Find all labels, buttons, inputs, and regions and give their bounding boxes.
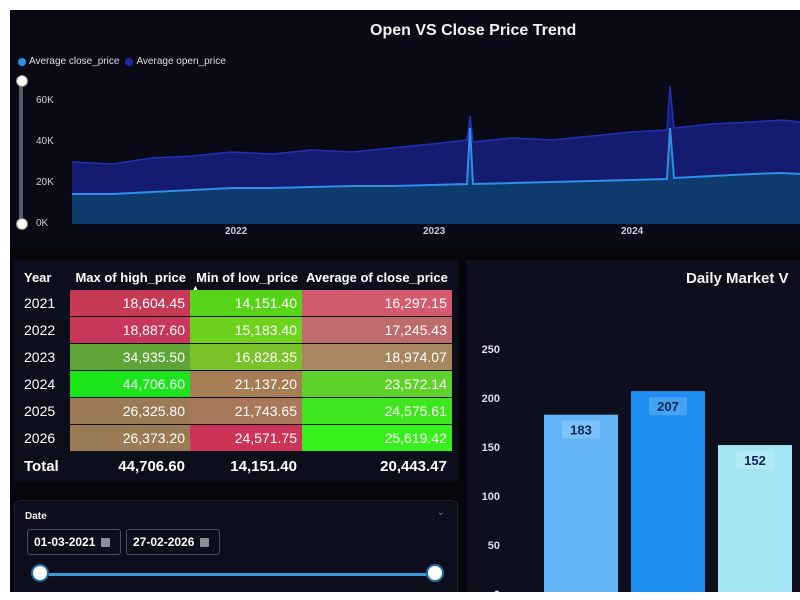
avg-close-cell: 17,245.43 (302, 316, 452, 344)
min-low-cell: 24,571.75 (190, 424, 302, 452)
max-high-cell: 26,325.80 (70, 397, 190, 425)
start-date-input[interactable]: 01-03-2021 (27, 529, 121, 555)
y-tick-label: 0K (36, 218, 49, 229)
avg-close-cell: 25,619.42 (302, 424, 452, 452)
daily-market-volume-chart: Daily Market V 0501001502002501832021207… (466, 260, 800, 592)
close-price-area (72, 128, 800, 224)
legend-label: Average close_price (29, 56, 120, 67)
avg-close-cell: 18,974.07 (302, 343, 452, 371)
legend-dot-icon (18, 57, 26, 66)
y-tick-label: 250 (482, 344, 500, 356)
data-label: 183 (570, 423, 592, 438)
end-date-value: 27-02-2026 (133, 535, 195, 549)
y-tick-label: 40K (36, 136, 54, 147)
max-high-cell: 34,935.50 (70, 343, 190, 371)
calendar-icon[interactable] (101, 537, 111, 547)
data-label-background (736, 451, 774, 470)
start-date-value: 01-03-2021 (34, 535, 96, 549)
legend-item-close[interactable]: Average close_price (18, 56, 119, 67)
y-tick-label: 20K (36, 177, 54, 188)
total-max-high: 44,706.60 (70, 451, 190, 481)
open-price-line (72, 85, 800, 165)
bar-2021[interactable] (544, 414, 618, 592)
max-high-cell: 26,373.20 (70, 424, 190, 452)
year-cell: 2026 (20, 424, 70, 452)
open-close-trend-chart: Open VS Close Price Trend Average close_… (10, 10, 800, 248)
bar-chart-title: Daily Market V (686, 270, 789, 287)
y-tick-label: 150 (482, 442, 500, 454)
max-high-cell: 18,604.45 (70, 290, 190, 317)
total-label: Total (20, 451, 70, 481)
table-row: 2021 18,604.45 14,151.40 16,297.15 (20, 290, 452, 317)
table-total-row: Total 44,706.60 14,151.40 20,443.47 (20, 451, 452, 481)
min-low-cell: 21,743.65 (190, 397, 302, 425)
y-zoom-slider-track[interactable] (19, 80, 23, 225)
price-matrix-panel: Year Max of high_price Min of low_price … (14, 260, 458, 482)
avg-close-cell: 23,572.14 (302, 370, 452, 398)
max-high-cell: 44,706.60 (70, 370, 190, 398)
date-slicer: Date ⌄ 01-03-2021 27-02-2026 (14, 500, 458, 592)
bar-2023[interactable] (718, 445, 792, 592)
table-row: 2023 34,935.50 16,828.35 18,974.07 (20, 343, 452, 371)
table-row: 2025 26,325.80 21,743.65 24,575.61 (20, 397, 452, 425)
y-tick-label: 0 (494, 589, 500, 592)
avg-close-cell: 16,297.15 (302, 290, 452, 317)
min-low-cell: 21,137.20 (190, 370, 302, 398)
x-tick-label: 2022 (225, 226, 248, 237)
table-row: 2022 18,887.60 15,183.40 17,245.43 (20, 316, 452, 344)
total-avg-close: 20,443.47 (302, 451, 452, 481)
y-zoom-slider-top-handle[interactable] (16, 75, 28, 87)
chevron-down-icon[interactable]: ⌄ (436, 507, 445, 518)
legend-dot-icon (125, 57, 134, 66)
date-slicer-label: Date (25, 511, 47, 522)
column-header-min-low[interactable]: Min of low_price (196, 269, 298, 285)
data-label: 152 (744, 453, 766, 468)
legend-label: Average open_price (136, 56, 226, 67)
calendar-icon[interactable] (200, 537, 210, 547)
year-cell: 2025 (20, 397, 70, 425)
y-tick-label: 50 (488, 540, 500, 552)
end-date-input[interactable]: 27-02-2026 (126, 529, 220, 555)
x-tick-label: 2024 (621, 226, 644, 237)
x-tick-label: 2023 (423, 226, 446, 237)
y-zoom-slider-bottom-handle[interactable] (16, 218, 28, 230)
trend-plot-area (72, 85, 800, 224)
table-row: 2024 44,706.60 21,137.20 23,572.14 (20, 370, 452, 398)
column-header-avg-close[interactable]: Average of close_price (306, 269, 448, 285)
year-cell: 2024 (20, 370, 70, 398)
table-row: 2026 26,373.20 24,571.75 25,619.42 (20, 424, 452, 452)
year-cell: 2021 (20, 290, 70, 317)
year-cell: 2022 (20, 316, 70, 344)
bar-2022[interactable] (631, 391, 705, 592)
y-tick-label: 200 (482, 393, 500, 405)
sort-ascending-icon[interactable]: ▲ (192, 285, 199, 292)
close-price-line (72, 127, 800, 195)
max-high-cell: 18,887.60 (70, 316, 190, 344)
year-cell: 2023 (20, 343, 70, 371)
bar-plot-area: 0501001502002501832021207202215220232024 (482, 344, 792, 592)
min-low-cell: 15,183.40 (190, 316, 302, 344)
column-header-year[interactable]: Year (24, 269, 52, 285)
y-tick-label: 100 (482, 491, 500, 503)
date-range-track[interactable] (45, 573, 441, 576)
trend-legend: Average close_price Average open_price (18, 56, 226, 67)
min-low-cell: 16,828.35 (190, 343, 302, 371)
y-tick-label: 60K (36, 95, 54, 106)
avg-close-cell: 24,575.61 (302, 397, 452, 425)
min-low-cell: 14,151.40 (190, 290, 302, 317)
column-header-max-high[interactable]: Max of high_price (75, 269, 186, 285)
total-min-low: 14,151.40 (190, 451, 302, 481)
data-label-background (562, 420, 600, 439)
price-matrix-table: Year Max of high_price Min of low_price … (20, 264, 452, 481)
data-label: 207 (657, 399, 679, 414)
date-range-start-handle[interactable] (31, 564, 49, 582)
data-label-background (649, 397, 687, 416)
trend-chart-title: Open VS Close Price Trend (370, 22, 577, 39)
legend-item-open[interactable]: Average open_price (125, 56, 226, 67)
date-range-end-handle[interactable] (426, 564, 444, 582)
dashboard-canvas: Open VS Close Price Trend Average close_… (10, 10, 800, 592)
